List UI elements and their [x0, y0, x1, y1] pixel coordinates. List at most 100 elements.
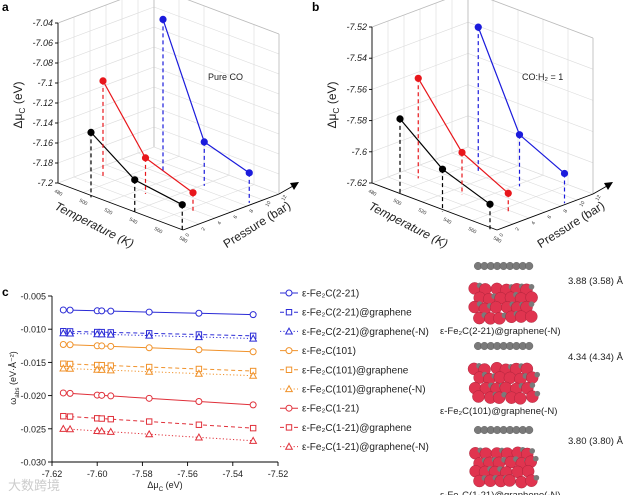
floor-gridline [105, 164, 232, 213]
pressure-axis-title: Pressure (bar) [221, 198, 293, 251]
temperature-tick-label: 560 [467, 226, 477, 235]
legend-label: ε-Fe₂C(101) [302, 346, 356, 357]
floor-gridline [387, 176, 514, 225]
wall-gridline [467, 53, 594, 101]
legend-item: ε-Fe₂C(1-21) [280, 404, 359, 415]
y-tick-label: -0.025 [20, 424, 46, 434]
series-line [63, 309, 254, 316]
legend-label: ε-Fe₂C(1-21) [302, 404, 359, 415]
pressure-tick-label: 6 [547, 214, 554, 220]
box-edge [187, 0, 280, 35]
floor-gridline [73, 176, 200, 225]
data-point-circle [66, 306, 74, 314]
legend-item: ε-Fe₂C(2-21)@graphene [280, 308, 412, 319]
legend-item: ε-Fe₂C(101)@graphene [280, 365, 409, 376]
floor-gridline [396, 156, 494, 193]
floor-gridline [132, 174, 230, 212]
legend-marker-square-icon [285, 366, 293, 374]
pressure-arrow-line [278, 185, 294, 195]
data-point-circle [145, 394, 153, 402]
pressure-axis-title: Pressure (bar) [535, 198, 607, 251]
data-point-circle [195, 398, 203, 406]
data-point-circle [195, 346, 203, 354]
series-line [63, 392, 254, 406]
data-point [458, 148, 466, 157]
pressure-tick-label: 8 [249, 208, 256, 214]
temperature-tick-label: 520 [417, 207, 427, 216]
panel-label-a: a [2, 0, 9, 14]
structure-caption: ε-Fe₂C(2-21)@graphene(-N) [440, 326, 561, 337]
legend-marker-square-icon [285, 309, 293, 316]
data-point-triangle [59, 424, 68, 432]
z-tick-label: -7.58 [346, 116, 367, 126]
carbon-atom [528, 283, 535, 290]
condition-annotation: Pure CO [208, 72, 243, 82]
z-tick-label: -7.56 [346, 84, 367, 94]
floor-gridline [446, 174, 544, 212]
data-point-circle [107, 342, 115, 350]
floor-gridline [471, 184, 569, 221]
z-tick-label: -7.14 [32, 118, 53, 128]
data-point-triangle [194, 433, 204, 441]
wall-gridline [153, 26, 280, 75]
z-axis-title: ΔμC (eV) [11, 81, 27, 128]
floor-gridline [435, 158, 562, 207]
x-tick-label: -7.54 [223, 469, 244, 479]
plot-a-3d-pure-co: -7.2 -7.18 -7.16 -7.14 -7.12 -7.1 -7.08 -7.06 -7… [11, 0, 299, 251]
interlayer-distance: 3.88 (3.58) Å [568, 276, 624, 287]
data-point [245, 169, 253, 177]
legend-label: ε-Fe₂C(2-21) [302, 289, 359, 300]
data-point-circle [59, 340, 67, 348]
series-line [63, 343, 254, 353]
series-line [477, 26, 565, 174]
plot-b-3d-co-h2: -7.62-7.6-7.58-7.56-7.54-7.5248050052054… [325, 0, 613, 251]
series-line [90, 131, 183, 206]
pressure-tick-label: 12 [281, 194, 289, 202]
data-point-triangle [145, 331, 154, 339]
z-tick-label: -7.12 [32, 98, 53, 108]
data-point-circle [249, 311, 257, 319]
data-point-triangle [97, 365, 106, 373]
fe-atom [503, 474, 516, 487]
series-line [63, 363, 254, 372]
series-line [63, 415, 254, 429]
legend-item: ε-Fe₂C(2-21)@graphene(-N) [280, 327, 429, 338]
temperature-axis [371, 182, 498, 231]
temperature-tick-label: 580 [492, 235, 502, 244]
plot-c-adsorption-energy: -0.005-0.010-0.015-0.020-0.025-0.030-7.6… [8, 292, 288, 494]
floor-gridline [89, 170, 216, 219]
data-point-circle [145, 344, 153, 352]
fe-atom [514, 392, 527, 405]
data-point-triangle [145, 367, 154, 375]
series-line [63, 330, 254, 337]
pressure-tick-label: 2 [515, 226, 522, 232]
data-point-circle [66, 389, 74, 397]
data-point-circle [145, 308, 153, 316]
floor-gridline [421, 165, 519, 203]
legend-marker-circle-icon [285, 289, 293, 297]
data-point [178, 201, 186, 209]
data-point-triangle [65, 329, 75, 337]
legend-label: ε-Fe₂C(2-21)@graphene [302, 308, 412, 319]
condition-annotation: CO:H₂ = 1 [522, 72, 563, 82]
data-point-triangle [106, 330, 115, 338]
pressure-tick-label: 4 [217, 220, 224, 226]
data-point [141, 154, 150, 162]
legend-label: ε-Fe₂C(101)@graphene(-N) [302, 385, 426, 396]
x-axis-title: ΔμC (eV) [147, 480, 182, 493]
fe-atom [489, 301, 503, 314]
data-point-circle [98, 391, 106, 399]
temperature-tick-label: 520 [103, 207, 113, 216]
carbon-atom [532, 455, 539, 462]
z-axis-title: ΔμC (eV) [325, 81, 341, 128]
temperature-tick-label: 580 [178, 235, 188, 244]
series-line [417, 78, 509, 194]
floor-gridline [451, 152, 578, 201]
structure-caption: ε-Fe₂C(101)@graphene(-N) [440, 406, 557, 417]
temperature-tick-label: 560 [153, 226, 163, 235]
pressure-tick-label: 2 [201, 226, 208, 232]
carbon-atom [529, 448, 536, 454]
z-tick-label: -7.1 [37, 78, 53, 88]
temperature-tick-label: 480 [367, 188, 377, 197]
pressure-tick-label: 4 [531, 220, 538, 226]
